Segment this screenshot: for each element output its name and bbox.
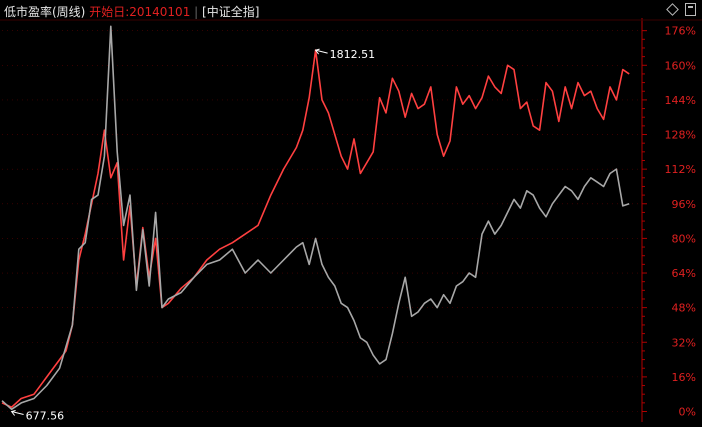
annotation-pointer	[315, 49, 328, 54]
header-controls	[666, 3, 696, 16]
annotation-arrow-icon	[10, 410, 16, 416]
annotation-label: 1812.51	[330, 48, 376, 61]
y-tick-label: 64%	[672, 267, 696, 280]
chart-header: 低市盈率(周线) 开始日:20140101 | [中证全指]	[4, 3, 259, 20]
y-tick-label: 128%	[665, 129, 696, 142]
annotation-arrow-icon	[314, 48, 320, 55]
y-tick-label: 112%	[665, 163, 696, 176]
benchmark-series-line	[1, 25, 630, 411]
y-tick-label: 80%	[672, 232, 696, 245]
y-tick-label: 176%	[665, 25, 696, 38]
start-date-value: 20140101	[129, 5, 191, 19]
window-toggle-icon[interactable]	[685, 3, 696, 16]
header-divider: |	[194, 5, 199, 19]
chart-title: 低市盈率(周线)	[4, 5, 86, 19]
y-tick-label: 32%	[672, 336, 696, 349]
start-date-label: 开始日:	[89, 5, 130, 19]
y-tick-label: 160%	[665, 59, 696, 72]
annotation-label: 677.56	[26, 410, 65, 423]
diamond-icon[interactable]	[666, 3, 679, 16]
annotation-pointer	[11, 411, 24, 415]
strategy-series-line	[1, 49, 630, 409]
benchmark-name: [中证全指]	[202, 5, 260, 19]
y-tick-label: 0%	[679, 406, 696, 419]
y-tick-label: 48%	[672, 302, 696, 315]
y-tick-label: 96%	[672, 198, 696, 211]
y-tick-label: 16%	[672, 371, 696, 384]
y-tick-label: 144%	[665, 94, 696, 107]
